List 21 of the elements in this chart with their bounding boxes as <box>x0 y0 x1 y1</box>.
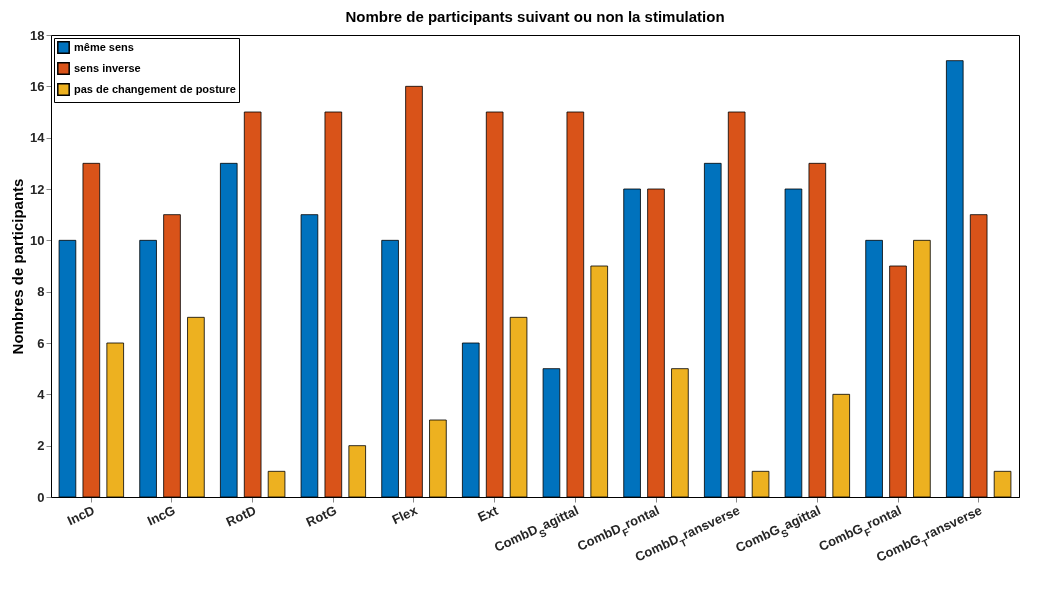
chart-title: Nombre de participants suivant ou non la stimulation <box>345 8 725 25</box>
y-tick-label: 0 <box>37 489 45 505</box>
x-tick-label: Flex <box>389 502 421 528</box>
x-tick-label: RotG <box>303 502 339 530</box>
y-tick-label: 6 <box>37 335 45 351</box>
y-tick-label: 16 <box>30 78 45 94</box>
y-tick-label: 8 <box>37 284 45 300</box>
y-axis-title: Nombres de participants <box>9 178 27 355</box>
y-tick-label: 4 <box>37 386 46 402</box>
y-tick-label: 2 <box>37 438 45 454</box>
legend-label: sens inverse <box>74 61 141 74</box>
y-tick-label: 14 <box>30 130 46 146</box>
y-tick-label: 12 <box>30 181 45 197</box>
y-tick-label: 18 <box>30 27 45 43</box>
x-tick-label: Ext <box>475 502 501 525</box>
y-tick-label: 10 <box>30 232 45 248</box>
x-tick-label: IncD <box>64 502 97 529</box>
x-tick-label: IncG <box>144 502 178 529</box>
legend-label: même sens <box>74 40 134 53</box>
x-tick-label: RotD <box>223 502 259 530</box>
legend-label: pas de changement de posture <box>74 82 236 95</box>
